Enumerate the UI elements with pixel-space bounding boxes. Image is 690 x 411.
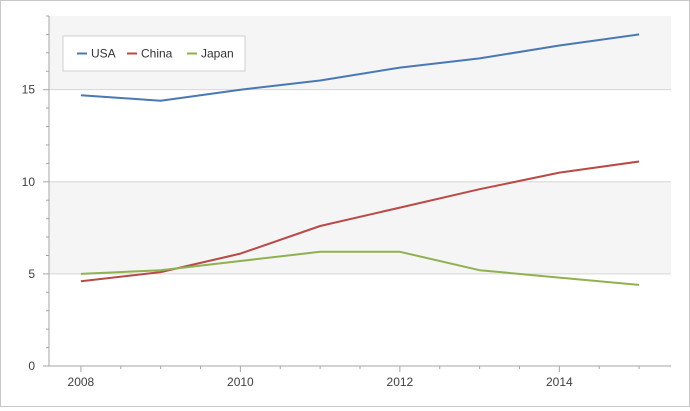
legend: USA China Japan bbox=[62, 35, 246, 72]
x-tick-label: 2010 bbox=[227, 375, 254, 389]
y-tick-label: 15 bbox=[22, 83, 36, 97]
legend-label-usa: USA bbox=[91, 47, 116, 61]
x-tick-label: 2012 bbox=[387, 375, 414, 389]
tick-marks bbox=[43, 15, 640, 372]
legend-box bbox=[62, 35, 246, 72]
y-tick-label: 0 bbox=[28, 359, 35, 373]
x-tick-label: 2014 bbox=[546, 375, 573, 389]
legend-label-japan: Japan bbox=[201, 47, 234, 61]
legend-label-china: China bbox=[141, 47, 173, 61]
x-tick-labels: 2008 2010 2012 2014 bbox=[68, 375, 573, 389]
x-tick-label: 2008 bbox=[68, 375, 95, 389]
background-bands bbox=[49, 16, 671, 274]
series-line-japan[interactable] bbox=[80, 250, 640, 286]
y-tick-label: 5 bbox=[28, 267, 35, 281]
series-line-usa[interactable] bbox=[80, 33, 640, 102]
y-tick-labels: 0 5 10 15 bbox=[22, 83, 36, 373]
series-lines bbox=[80, 33, 640, 286]
background-band bbox=[49, 181, 671, 274]
y-tick-label: 10 bbox=[22, 175, 36, 189]
